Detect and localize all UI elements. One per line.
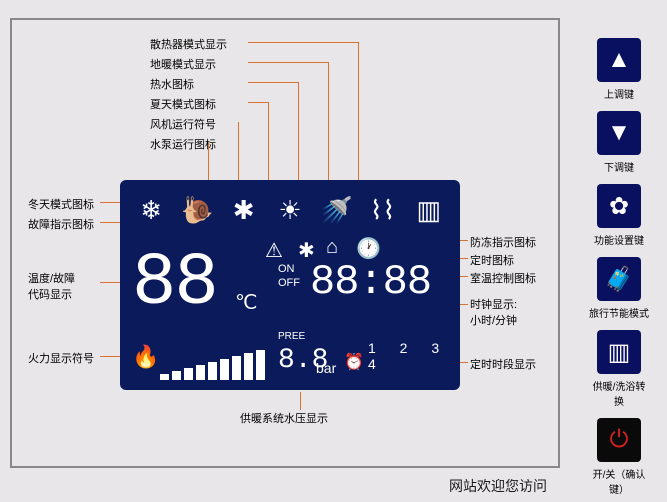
flame-icon: 🔥 (132, 344, 159, 370)
lcd-icon-2: ✱ (226, 192, 262, 228)
lcd-icon-row: ❄ 🐌 ✱ ☀ 🚿 ⌇⌇ ▥ (120, 192, 460, 228)
lcd-periods: 1 2 3 4 (368, 340, 460, 372)
house-icon: ⌂ (326, 236, 338, 259)
label-winter: 冬天模式图标 (28, 196, 94, 212)
button-label: 上调键 (604, 86, 634, 101)
control-button[interactable]: ▼ (597, 111, 641, 155)
footer-text: 网站欢迎您访问 (449, 476, 547, 496)
pree-label: PREE (278, 331, 305, 342)
callout-line (300, 392, 301, 410)
button-column: ▲ 上调键 ▼ 下调键 ✿ 功能设置键 🧳 旅行节能模式 ▥ 供暖/洗浴转换 ⏻ 开/关（确认键） (589, 38, 649, 502)
lcd-icon-0: ❄ (133, 192, 169, 228)
label-fault: 故障指示图标 (28, 216, 94, 232)
alarm-icon: ⏰ (344, 352, 364, 372)
control-button[interactable]: ✿ (597, 184, 641, 228)
label-clock: 时钟显示: 小时/分钟 (470, 296, 517, 328)
top-label: 热水图标 (150, 76, 194, 92)
label-temp: 温度/故障 代码显示 (28, 270, 75, 302)
warning-icon: ⚠ (265, 238, 283, 263)
label-period: 定时时段显示 (470, 356, 536, 372)
label-frost: 防冻指示图标 (470, 234, 536, 250)
control-button[interactable]: ⏻ (597, 418, 641, 462)
button-label: 旅行节能模式 (589, 305, 649, 320)
control-button[interactable]: ▥ (597, 330, 641, 374)
fire-level-bars (160, 350, 265, 380)
button-label: 开/关（确认键） (589, 466, 649, 496)
top-label: 散热器模式显示 (150, 36, 227, 52)
top-label: 夏天模式图标 (150, 96, 216, 112)
lcd-icon-6: ▥ (411, 192, 447, 228)
top-label: 水泵运行图标 (150, 136, 216, 152)
button-label: 下调键 (604, 159, 634, 174)
label-timer: 定时图标 (470, 252, 514, 268)
lcd-icon-3: ☀ (272, 192, 308, 228)
button-label: 供暖/洗浴转换 (589, 378, 649, 408)
control-button[interactable]: ▲ (597, 38, 641, 82)
label-fire: 火力显示符号 (28, 350, 94, 366)
lcd-display: ❄🐌✱☀🚿⌇⌇▥ 88 ℃ ⚠ ✱ ⌂ 🕐 ONOFF 88:88 🔥 PREE… (120, 180, 460, 390)
pressure-unit: bar (316, 360, 336, 376)
lcd-time: 88:88 (310, 258, 431, 306)
lcd-big-digits: 88 (132, 242, 217, 326)
lcd-unit: ℃ (235, 290, 257, 315)
top-label: 地暖模式显示 (150, 56, 216, 72)
lcd-onoff: ONOFF (278, 262, 300, 290)
lcd-icon-5: ⌇⌇ (365, 192, 401, 228)
label-room: 室温控制图标 (470, 270, 536, 286)
lcd-icon-4: 🚿 (318, 192, 354, 228)
button-label: 功能设置键 (594, 232, 644, 247)
control-button[interactable]: 🧳 (597, 257, 641, 301)
top-label: 风机运行符号 (150, 116, 216, 132)
lcd-icon-1: 🐌 (179, 192, 215, 228)
label-pressure: 供暖系统水压显示 (240, 410, 328, 426)
